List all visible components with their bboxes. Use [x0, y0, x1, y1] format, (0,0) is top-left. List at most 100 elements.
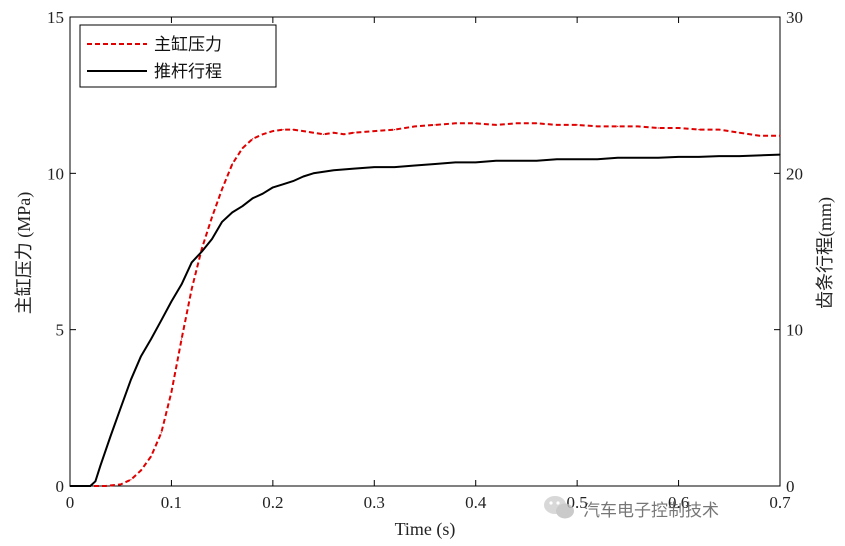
series-1-point	[140, 469, 142, 471]
wechat-icon	[544, 496, 574, 519]
series-1-point	[343, 133, 345, 135]
series-2-point	[201, 250, 203, 253]
series-2-point	[475, 161, 477, 163]
x-tick-label: 0.6	[668, 493, 689, 512]
series-1-point	[252, 138, 254, 140]
series-1-point	[454, 122, 456, 124]
series-1-point	[120, 483, 122, 485]
series-2-point	[678, 156, 680, 158]
series-2-point	[617, 157, 619, 159]
series-1-point	[104, 485, 107, 487]
series-1-point	[495, 124, 497, 126]
series-2-point	[69, 485, 71, 487]
x-tick-label: 0.2	[262, 493, 283, 512]
series-2-point	[130, 379, 132, 381]
series-2-point	[556, 158, 558, 160]
series-1-point	[434, 124, 436, 126]
series-1-point	[617, 125, 619, 127]
x-axis-title: Time (s)	[395, 519, 456, 540]
series-2-point	[252, 197, 254, 199]
x-tick-label: 0	[66, 493, 75, 512]
series-1-point	[576, 124, 578, 126]
series-2-point	[718, 155, 720, 157]
y-tick-label-left: 5	[56, 321, 65, 340]
series-1-point	[637, 125, 639, 127]
series-1-point	[130, 479, 132, 481]
series-2-point	[282, 183, 284, 185]
series-2-point	[292, 180, 294, 182]
legend-label-series-2: 推杆行程	[154, 62, 222, 82]
y-tick-label-left: 15	[47, 8, 64, 27]
y-tick-label-right: 20	[786, 164, 803, 183]
legend-box	[79, 24, 277, 88]
series-1-point	[394, 129, 396, 131]
series-2-point	[170, 300, 172, 303]
x-tick-label: 0.3	[364, 493, 385, 512]
series-2-point	[221, 221, 223, 223]
series-2-point	[759, 154, 761, 156]
series-1-point	[302, 130, 304, 132]
series-1-point	[414, 125, 416, 127]
series-2-point	[150, 338, 152, 340]
series-2-point	[312, 172, 314, 174]
series-2-point	[241, 205, 243, 207]
series-2-point	[89, 485, 91, 487]
series-2-point	[414, 164, 416, 167]
series-1-point	[556, 124, 558, 126]
series-2-point	[394, 166, 396, 168]
series-1-point	[698, 129, 700, 131]
series-2-point	[181, 283, 183, 285]
series-2-point	[191, 261, 193, 263]
series-2-point	[454, 161, 456, 163]
series-1-point	[231, 163, 233, 165]
series-2-point	[434, 163, 436, 165]
y-tick-label-right: 30	[786, 8, 803, 27]
series-1-point	[333, 132, 335, 134]
series-1-point	[201, 247, 203, 249]
series-1-point	[150, 455, 152, 457]
series-2-point	[272, 186, 274, 188]
series-2-point	[262, 193, 264, 195]
series-1-point	[170, 391, 172, 393]
series-1-point	[475, 122, 477, 124]
series-2-point	[333, 169, 335, 171]
watermark: 汽车电子控制技术	[544, 496, 719, 521]
series-1-point	[657, 127, 659, 129]
series-2-point	[99, 465, 101, 467]
series-2-point	[515, 160, 517, 162]
series-2-point	[657, 157, 659, 159]
series-1-point	[221, 188, 223, 190]
series-1-point	[678, 127, 680, 129]
series-2-point	[536, 160, 538, 162]
series-2-point	[110, 435, 112, 437]
series-2-point	[231, 211, 233, 213]
series-1-point	[282, 129, 284, 131]
series-1-point	[262, 133, 264, 135]
series-2-point	[373, 166, 375, 168]
series-1-point	[759, 135, 761, 137]
series-2-point	[211, 238, 213, 240]
watermark-text: 汽车电子控制技术	[583, 501, 719, 521]
legend-label-series-1: 主缸压力	[154, 34, 222, 55]
plot-frame	[69, 16, 781, 487]
series-1-point	[312, 132, 314, 134]
legend: 主缸压力 推杆行程	[79, 24, 277, 88]
x-tick-label: 0.4	[465, 493, 487, 512]
series-1-point	[738, 132, 741, 134]
series-1-point	[211, 216, 213, 218]
series-line-2	[70, 153, 781, 487]
series-1-point	[779, 135, 781, 137]
series-1-point	[596, 125, 599, 127]
series-1-point	[718, 129, 720, 131]
series-2-point	[596, 158, 599, 160]
series-2-point	[323, 171, 325, 173]
y-axis-right-title: 齿条行程(mm)	[815, 197, 836, 309]
y-tick-label-left: 0	[56, 477, 65, 496]
series-2-point	[353, 168, 355, 170]
series-2-point	[576, 158, 578, 160]
series-2-point	[738, 155, 741, 157]
series-2-point	[94, 480, 96, 482]
series-1-point	[160, 432, 162, 434]
series-1-point	[323, 133, 325, 135]
